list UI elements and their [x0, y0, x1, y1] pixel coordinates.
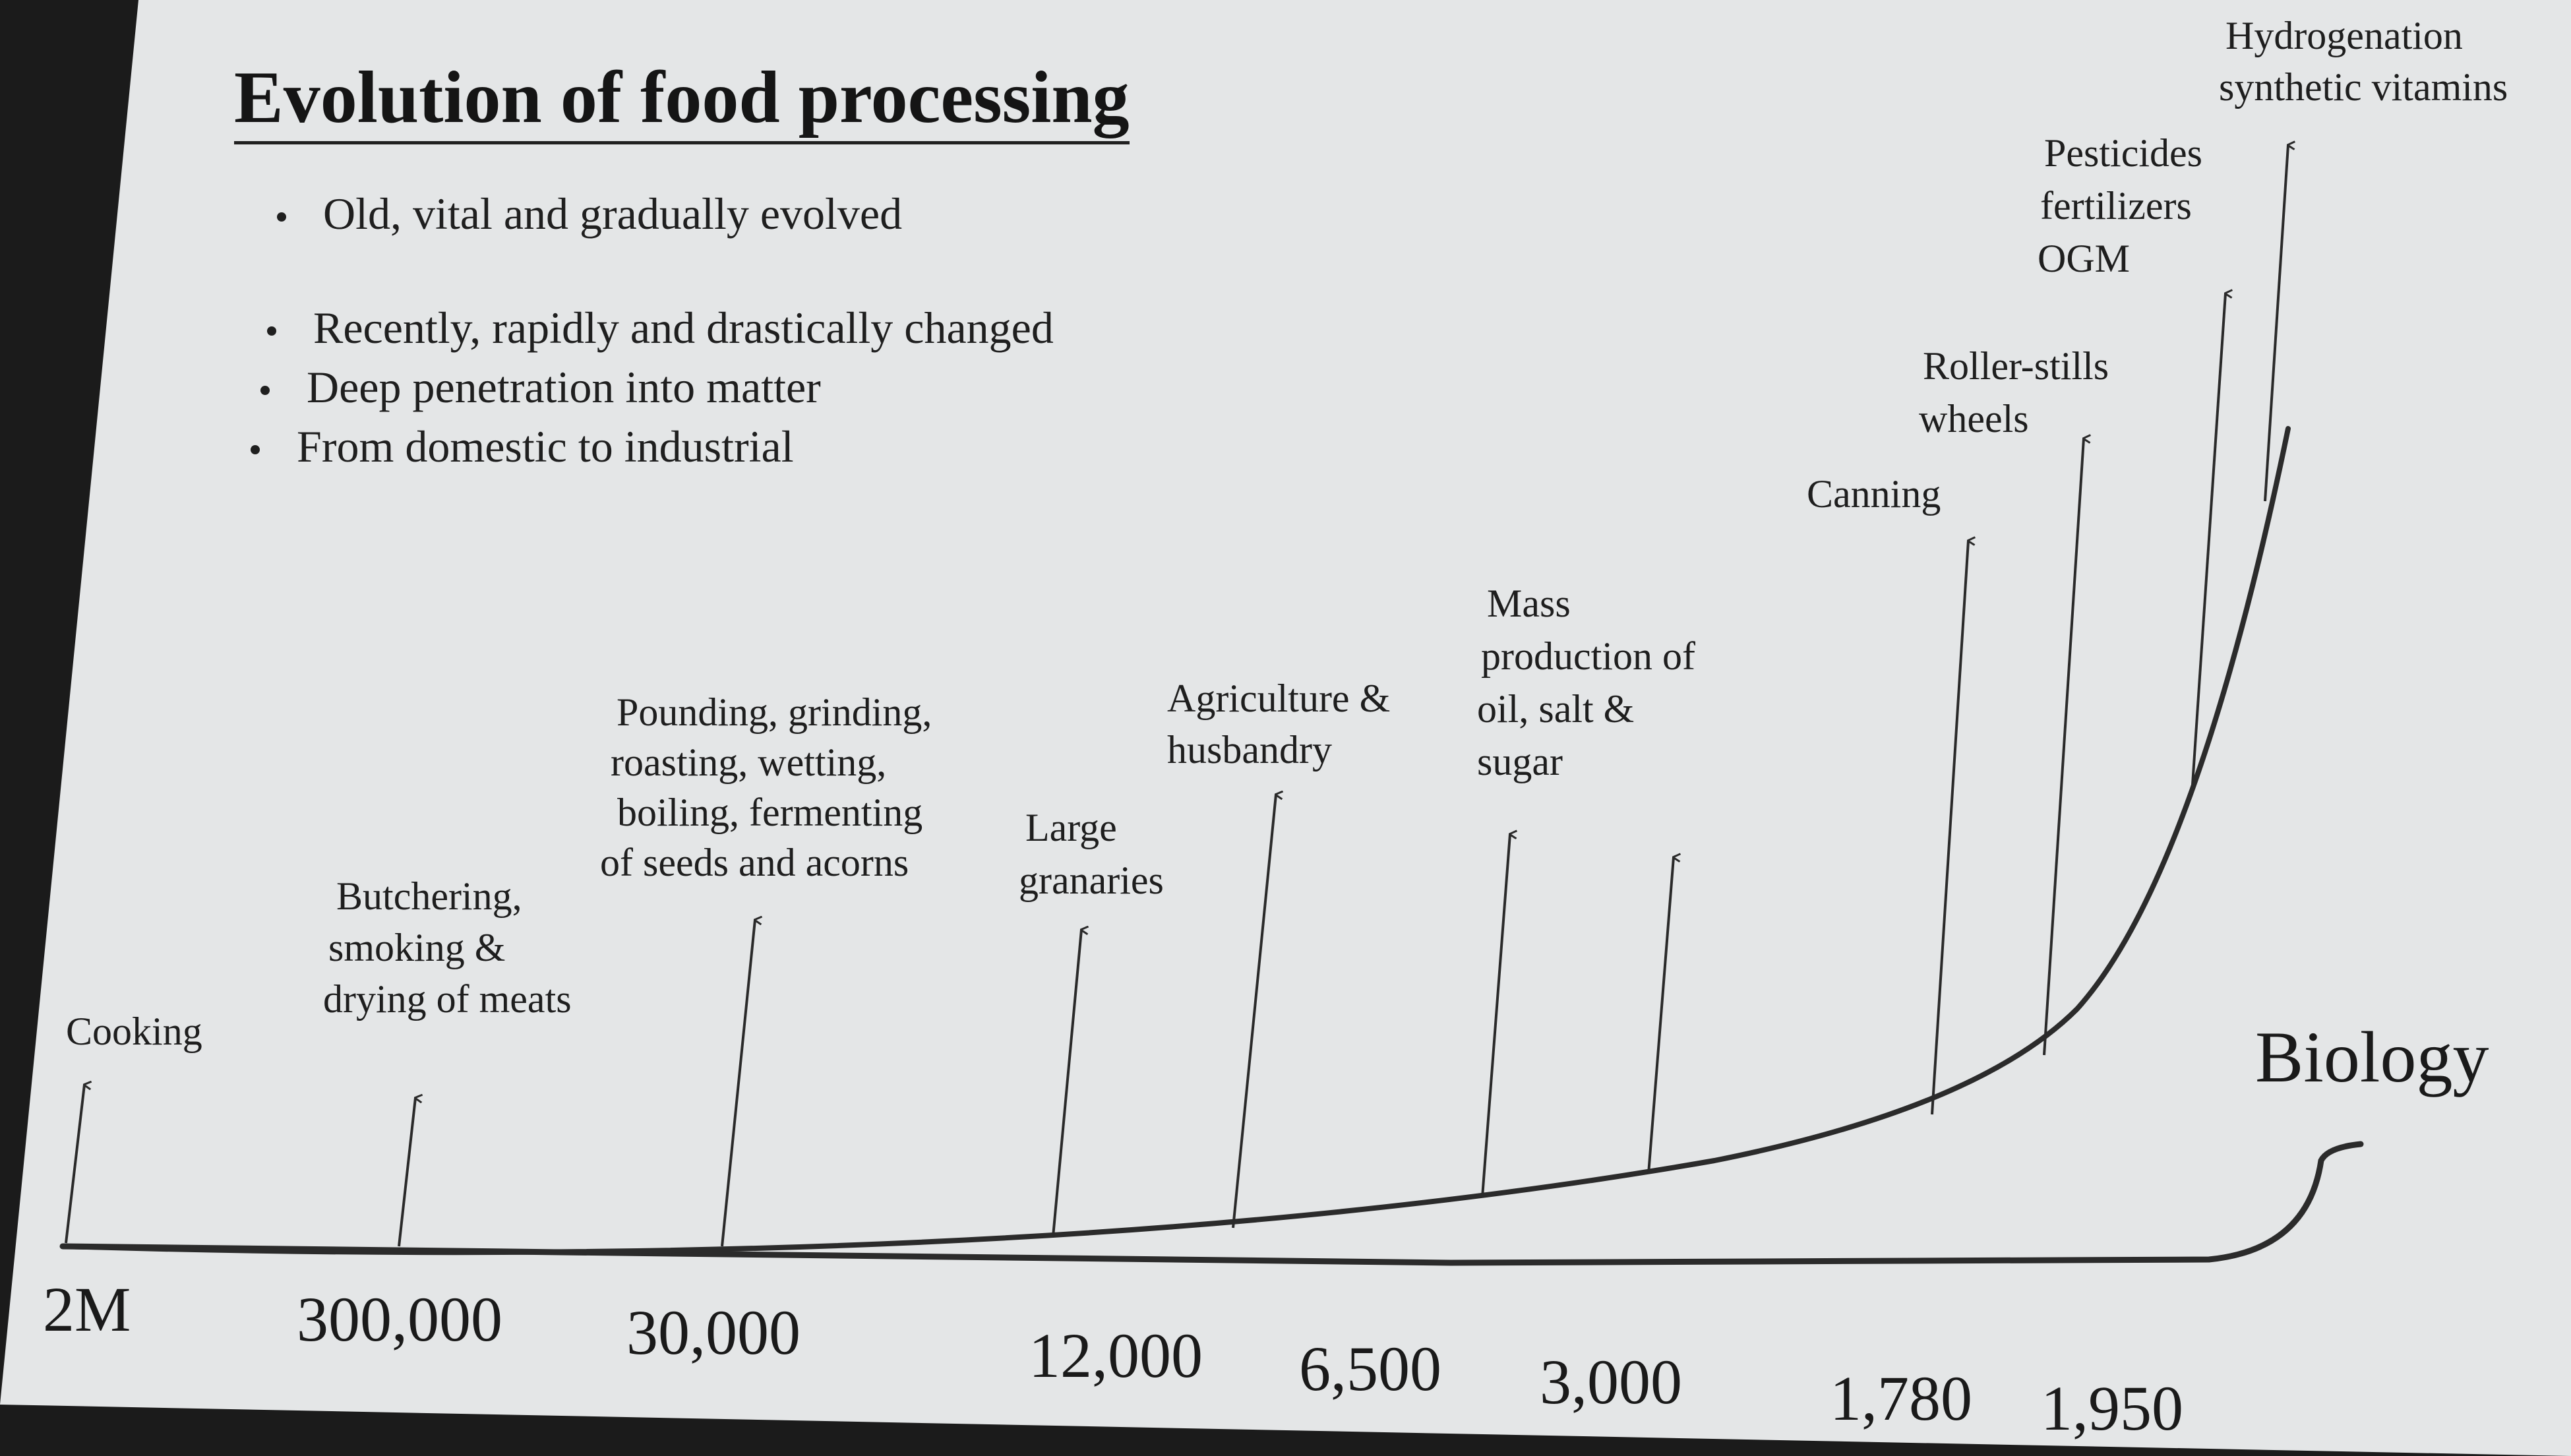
year-label: 30,000 [626, 1297, 801, 1368]
arrow-mass-production-1 [1481, 834, 1510, 1198]
arrow-agriculture [1232, 795, 1276, 1228]
milestone-label-mass-production: Mass production of oil, salt & sugar [1477, 577, 1695, 788]
milestone-label-line: Roller-stills [1923, 344, 2109, 388]
milestone-label-line: Cooking [66, 1010, 202, 1053]
milestone-label-roller-stills: Roller-stills wheels [1919, 340, 2109, 445]
milestone-label-hydrogenation: Hydrogenation synthetic vitamins [2219, 10, 2508, 113]
year-label: 2M [43, 1274, 131, 1345]
milestone-label-line: oil, salt & [1477, 687, 1635, 731]
arrow-hydrogenation [2264, 145, 2288, 502]
milestone-label-line: boiling, fermenting [617, 791, 923, 834]
milestone-label-line: Large [1025, 806, 1117, 849]
arrow-pesticides [2191, 293, 2225, 785]
bullet-item: Deep penetration into matter [260, 365, 1054, 410]
milestone-label-line: Hydrogenation [2225, 14, 2463, 57]
milestone-label-line: Pesticides [2044, 131, 2202, 175]
milestone-label-line: smoking & [328, 926, 506, 969]
bullet-list: Old, vital and gradually evolved Recentl… [218, 191, 1054, 469]
biology-label: Biology [2255, 1017, 2489, 1097]
milestone-label-butchering: Butchering, smoking & drying of meats [323, 870, 572, 1025]
year-label: 3,000 [1540, 1347, 1682, 1417]
milestone-label-granaries: Large granaries [1019, 801, 1164, 907]
milestone-label-line: drying of meats [323, 977, 572, 1021]
year-label: 300,000 [297, 1284, 502, 1354]
bullet-item: From domestic to industrial [251, 424, 1054, 469]
milestone-label-line: of seeds and acorns [600, 841, 909, 884]
milestone-label-line: OGM [2038, 237, 2131, 280]
milestone-label-pounding: Pounding, grinding, roasting, wetting, b… [600, 687, 932, 888]
arrow-pounding [721, 920, 755, 1247]
milestone-label-line: husbandry [1167, 728, 1332, 772]
growth-curve [60, 426, 2291, 1256]
year-label: 12,000 [1029, 1320, 1203, 1391]
arrow-butchering [398, 1098, 415, 1247]
milestone-label-line: fertilizers [2040, 184, 2192, 228]
milestone-label-line: Agriculture & [1167, 677, 1391, 720]
year-label: 6,500 [1299, 1333, 1441, 1404]
milestone-label-pesticides: Pesticides fertilizers OGM [2038, 127, 2202, 285]
milestone-label-line: roasting, wetting, [611, 741, 887, 784]
arrow-mass-production-2 [1647, 857, 1674, 1174]
bullet-item: Recently, rapidly and drastically change… [267, 303, 1054, 353]
milestone-label-line: wheels [1919, 397, 2029, 440]
milestone-label-line: production of [1481, 634, 1695, 678]
bullet-item: Old, vital and gradually evolved [277, 191, 1054, 236]
milestone-label-cooking: Cooking [66, 1006, 202, 1057]
milestone-label-line: synthetic vitamins [2219, 65, 2508, 109]
milestone-label-line: Canning [1807, 472, 1941, 516]
arrow-granaries [1052, 930, 1081, 1237]
milestone-label-line: granaries [1019, 859, 1164, 902]
slide-title: Evolution of food processing [234, 59, 1130, 144]
year-label: 1,950 [2041, 1373, 2183, 1443]
milestone-label-line: Pounding, grinding, [617, 690, 932, 734]
milestone-label-line: Butchering, [336, 874, 522, 918]
arrow-roller-stills [2043, 439, 2084, 1056]
milestone-label-line: sugar [1477, 740, 1563, 783]
arrow-canning [1931, 541, 1968, 1115]
timeline-axis [59, 1141, 2364, 1266]
milestone-label-canning: Canning [1807, 468, 1941, 520]
milestone-label-agriculture: Agriculture & husbandry [1167, 673, 1390, 775]
milestone-label-line: Mass [1487, 582, 1571, 625]
arrow-cooking [65, 1085, 84, 1244]
year-label: 1,780 [1830, 1363, 1972, 1434]
